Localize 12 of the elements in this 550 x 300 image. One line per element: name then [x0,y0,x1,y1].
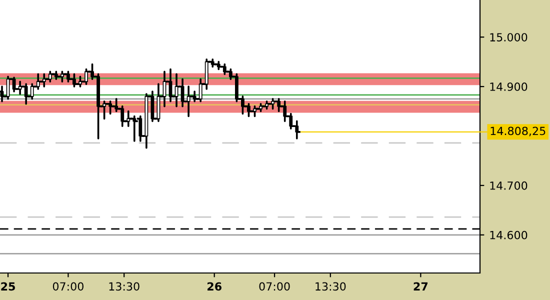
x-tick-label: 27 [414,282,428,290]
y-tick-label: 14.700 [490,181,528,190]
y-tick-label: 14.600 [490,230,528,240]
x-tick-label: 25 [1,282,15,291]
y-tick-label: 15.000 [490,33,528,42]
x-tick-label: 07:00 [259,282,290,291]
annotation: 14.808,25 [490,126,546,136]
y-tick-label: 14.900 [490,82,528,91]
x-tick-label: 13:30 [316,282,346,291]
x-tick-label: 07:00 [52,282,84,291]
x-tick-label: 26 [208,282,222,291]
x-tick-label: 13:30 [109,282,140,291]
